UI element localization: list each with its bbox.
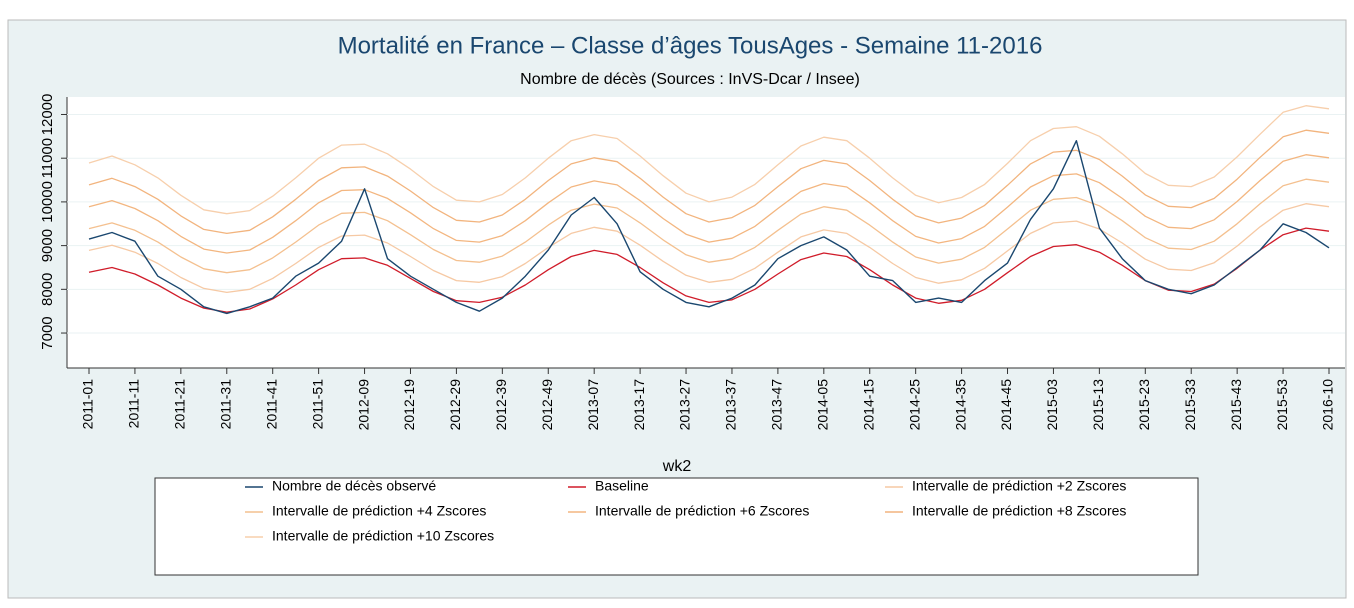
series-line [88, 140, 1330, 315]
x-tick-label: 2013-07 [585, 379, 601, 431]
x-tick-label: 2012-29 [447, 379, 463, 431]
series-line [88, 105, 1330, 215]
y-tick-label: 10000 [39, 181, 56, 223]
x-tick-label: 2011-41 [263, 379, 279, 430]
legend-label: Intervalle de prédiction +2 Zscores [912, 478, 1126, 494]
chart-subtitle: Nombre de décès (Sources : InVS-Dcar / I… [520, 71, 860, 88]
legend-label: Baseline [595, 478, 649, 494]
x-tick-label: 2016-10 [1320, 379, 1336, 431]
x-axis-title: wk2 [662, 458, 692, 475]
series-line [88, 227, 1330, 313]
x-tick-label: 2011-51 [309, 379, 325, 430]
legend-label: Intervalle de prédiction +6 Zscores [595, 503, 809, 519]
series-line [88, 203, 1330, 294]
y-tick-label: 8000 [39, 273, 56, 306]
legend-label: Intervalle de prédiction +4 Zscores [272, 503, 486, 519]
legend-label: Intervalle de prédiction +10 Zscores [272, 528, 494, 544]
series-line [88, 178, 1330, 274]
x-tick-label: 2013-27 [677, 379, 693, 431]
series-line [88, 154, 1330, 254]
y-tick-label: 11000 [39, 138, 56, 179]
x-tick-label: 2013-37 [723, 379, 739, 431]
x-tick-label: 2014-45 [998, 379, 1014, 431]
x-tick-label: 2011-11 [126, 379, 142, 429]
x-tick-label: 2015-23 [1136, 379, 1152, 431]
x-tick-label: 2015-33 [1182, 379, 1198, 431]
legend-label: Nombre de décès observé [272, 478, 436, 494]
x-tick-label: 2012-09 [355, 379, 371, 431]
x-tick-label: 2015-43 [1228, 379, 1244, 431]
x-tick-label: 2011-31 [217, 379, 233, 430]
series-line [88, 129, 1330, 235]
x-tick-label: 2014-25 [906, 379, 922, 431]
x-tick-label: 2012-49 [539, 379, 555, 431]
y-tick-label: 12000 [39, 94, 56, 136]
x-tick-label: 2012-19 [401, 379, 417, 431]
x-tick-label: 2015-03 [1044, 379, 1060, 431]
legend [154, 477, 1199, 576]
plot-area [67, 97, 1345, 368]
legend-label: Intervalle de prédiction +8 Zscores [912, 503, 1126, 519]
x-tick-label: 2012-39 [493, 379, 509, 431]
x-tick-label: 2015-53 [1274, 379, 1290, 431]
y-tick-label: 9000 [39, 229, 56, 262]
x-tick-label: 2014-05 [815, 379, 831, 431]
x-tick-label: 2011-01 [80, 379, 96, 430]
chart-title: Mortalité en France – Classe d’âges Tous… [338, 32, 1043, 59]
x-tick-label: 2011-21 [172, 379, 188, 430]
x-tick-label: 2014-35 [952, 379, 968, 431]
x-tick-label: 2013-47 [769, 379, 785, 431]
y-tick-label: 7000 [39, 316, 56, 349]
x-tick-label: 2015-13 [1090, 379, 1106, 431]
x-tick-label: 2014-15 [860, 379, 876, 431]
x-tick-label: 2013-17 [631, 379, 647, 431]
